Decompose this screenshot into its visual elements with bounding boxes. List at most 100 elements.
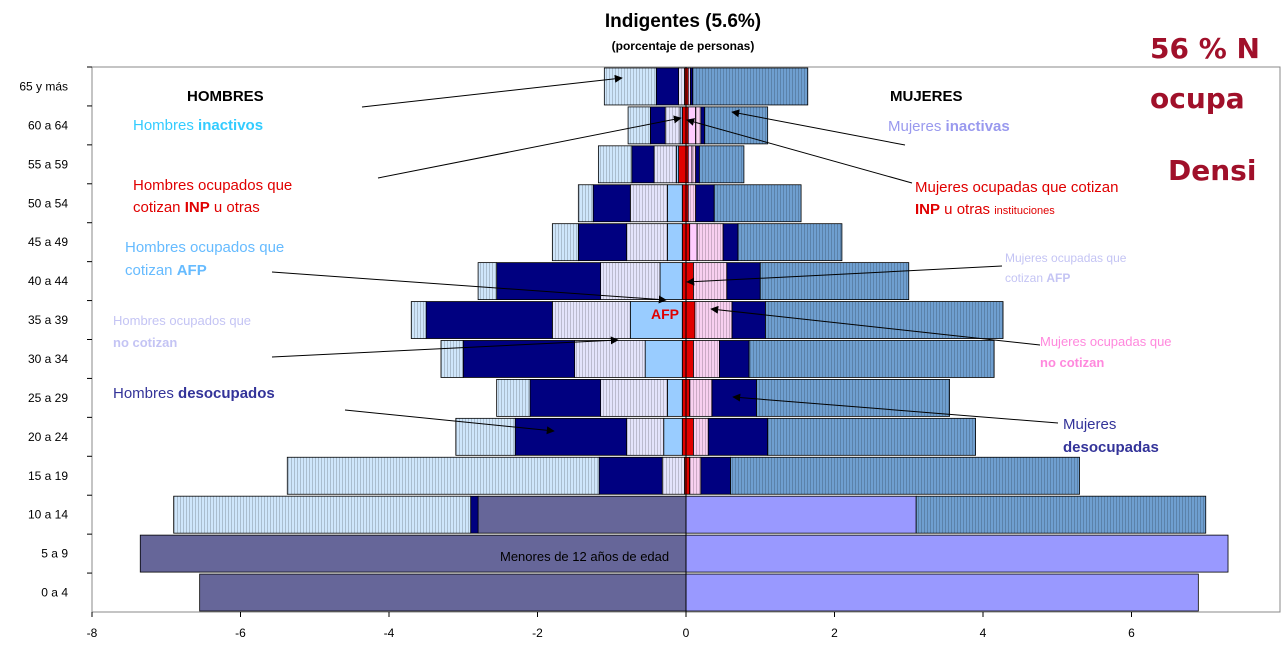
annotation-part: Hombres ocupados que xyxy=(133,177,292,194)
bar-segment xyxy=(685,340,694,378)
annotation: Mujeres ocupadas que cotizan xyxy=(915,179,1118,196)
bar-segment xyxy=(574,340,646,378)
bar-segment xyxy=(173,495,472,534)
bar-segment xyxy=(719,340,750,378)
bar-segment xyxy=(286,456,600,495)
bar-segment xyxy=(627,106,651,145)
annotation: Mujeres inactivas xyxy=(888,118,1010,135)
y-tick-label: 50 a 54 xyxy=(28,196,68,210)
bar-segment xyxy=(598,456,663,495)
bar-segment xyxy=(661,456,685,495)
annotation: no cotizan xyxy=(113,335,177,350)
annotation-part: no cotizan xyxy=(1040,355,1104,370)
bar-segment xyxy=(514,417,627,456)
arrow xyxy=(271,271,667,304)
y-tick-label: 65 y más xyxy=(19,79,68,93)
annotation-part: Hombres xyxy=(113,385,178,402)
bar-segment xyxy=(667,379,683,417)
bar-segment xyxy=(577,223,628,262)
bar-segment xyxy=(737,223,843,262)
annotation: cotizan AFP xyxy=(1005,271,1070,285)
annotation-part: Mujeres ocupadas que xyxy=(1005,251,1127,265)
bars xyxy=(139,67,1229,612)
bar-segment xyxy=(667,184,683,223)
bar-segment xyxy=(693,417,709,456)
bar-segment xyxy=(477,262,498,300)
y-tick-label: 10 a 14 xyxy=(28,508,68,522)
bar-segment xyxy=(649,106,666,145)
bar-segment xyxy=(730,456,1080,495)
bar-segment xyxy=(693,340,720,378)
annotation-part: inactivos xyxy=(198,117,263,134)
annotation-part: Hombres ocupados que xyxy=(113,313,251,328)
bar-segment xyxy=(707,417,769,456)
bar-segment xyxy=(915,495,1207,534)
annotation-part: u otras xyxy=(210,199,260,216)
bar-segment xyxy=(600,379,668,417)
chart-title: Indigentes (5.6%) xyxy=(605,11,761,32)
arrow xyxy=(686,265,1003,286)
arrow xyxy=(271,336,619,358)
bar-segment xyxy=(462,340,576,378)
side-text-part: 56 % N xyxy=(1150,32,1260,65)
side-text-part: Densi xyxy=(1168,154,1256,187)
y-tick-label: 60 a 64 xyxy=(28,118,68,132)
bar-segment xyxy=(685,573,1199,612)
y-tick-label: 5 a 9 xyxy=(41,547,68,561)
annotation-part: desocupadas xyxy=(1063,439,1159,456)
bar-segment xyxy=(629,301,683,339)
annotation-part: Mujeres xyxy=(1063,416,1116,433)
bar-segment xyxy=(410,301,427,339)
bar-segment xyxy=(726,262,761,300)
x-tick-label: -6 xyxy=(235,626,246,640)
annotation-part: Hombres xyxy=(133,117,198,134)
bar-segment xyxy=(631,145,655,184)
bar-segment xyxy=(655,67,679,106)
bar-segment xyxy=(199,573,687,612)
bar-segment xyxy=(722,223,739,262)
x-tick-label: 2 xyxy=(831,626,838,640)
annotation-part: INP xyxy=(915,201,940,218)
bar-segment xyxy=(678,145,687,184)
annotation: cotizan INP u otras xyxy=(133,199,260,216)
y-tick-label: 40 a 44 xyxy=(28,274,68,288)
x-tick-label: -4 xyxy=(384,626,395,640)
bar-segment xyxy=(696,223,724,262)
bar-segment xyxy=(440,340,464,378)
bar-segment xyxy=(626,417,665,456)
bar-segment xyxy=(681,340,687,378)
y-tick-label: 15 a 19 xyxy=(28,469,68,483)
bar-segment xyxy=(681,417,687,456)
annotation-part: Mujeres ocupadas que xyxy=(1040,334,1172,349)
annotation: Mujeres xyxy=(1063,416,1116,433)
bar-segment xyxy=(700,456,731,495)
bar-segment xyxy=(681,262,687,300)
annotation-part: INP xyxy=(185,199,210,216)
bar-segment xyxy=(667,223,683,262)
bar-segment xyxy=(700,106,705,145)
bar-segment xyxy=(689,379,713,417)
x-tick-label: 0 xyxy=(683,626,690,640)
annotation-part: AFP xyxy=(1046,271,1070,285)
annotation-part: Mujeres xyxy=(888,118,946,135)
bar-segment xyxy=(695,184,715,223)
arrow xyxy=(377,115,682,179)
annotation-part: cotizan xyxy=(125,262,177,279)
annotation-part: Mujeres ocupadas que cotizan xyxy=(915,179,1118,196)
bar-segment xyxy=(603,67,657,106)
bar-segment xyxy=(477,495,687,534)
bar-segment xyxy=(713,184,802,223)
bar-segment xyxy=(529,379,602,417)
bar-segment xyxy=(689,223,698,262)
bar-segment xyxy=(664,106,681,145)
annotation: Mujeres ocupadas que xyxy=(1005,251,1127,265)
bar-segment xyxy=(695,106,702,145)
annotation-part: inactivas xyxy=(946,118,1010,135)
side-text: ocupa xyxy=(1150,82,1245,115)
bar-segment xyxy=(678,67,685,106)
bar-segment xyxy=(759,262,910,300)
bar-segment xyxy=(496,379,531,417)
bar-segment xyxy=(685,534,1229,573)
bar-segment xyxy=(551,223,579,262)
